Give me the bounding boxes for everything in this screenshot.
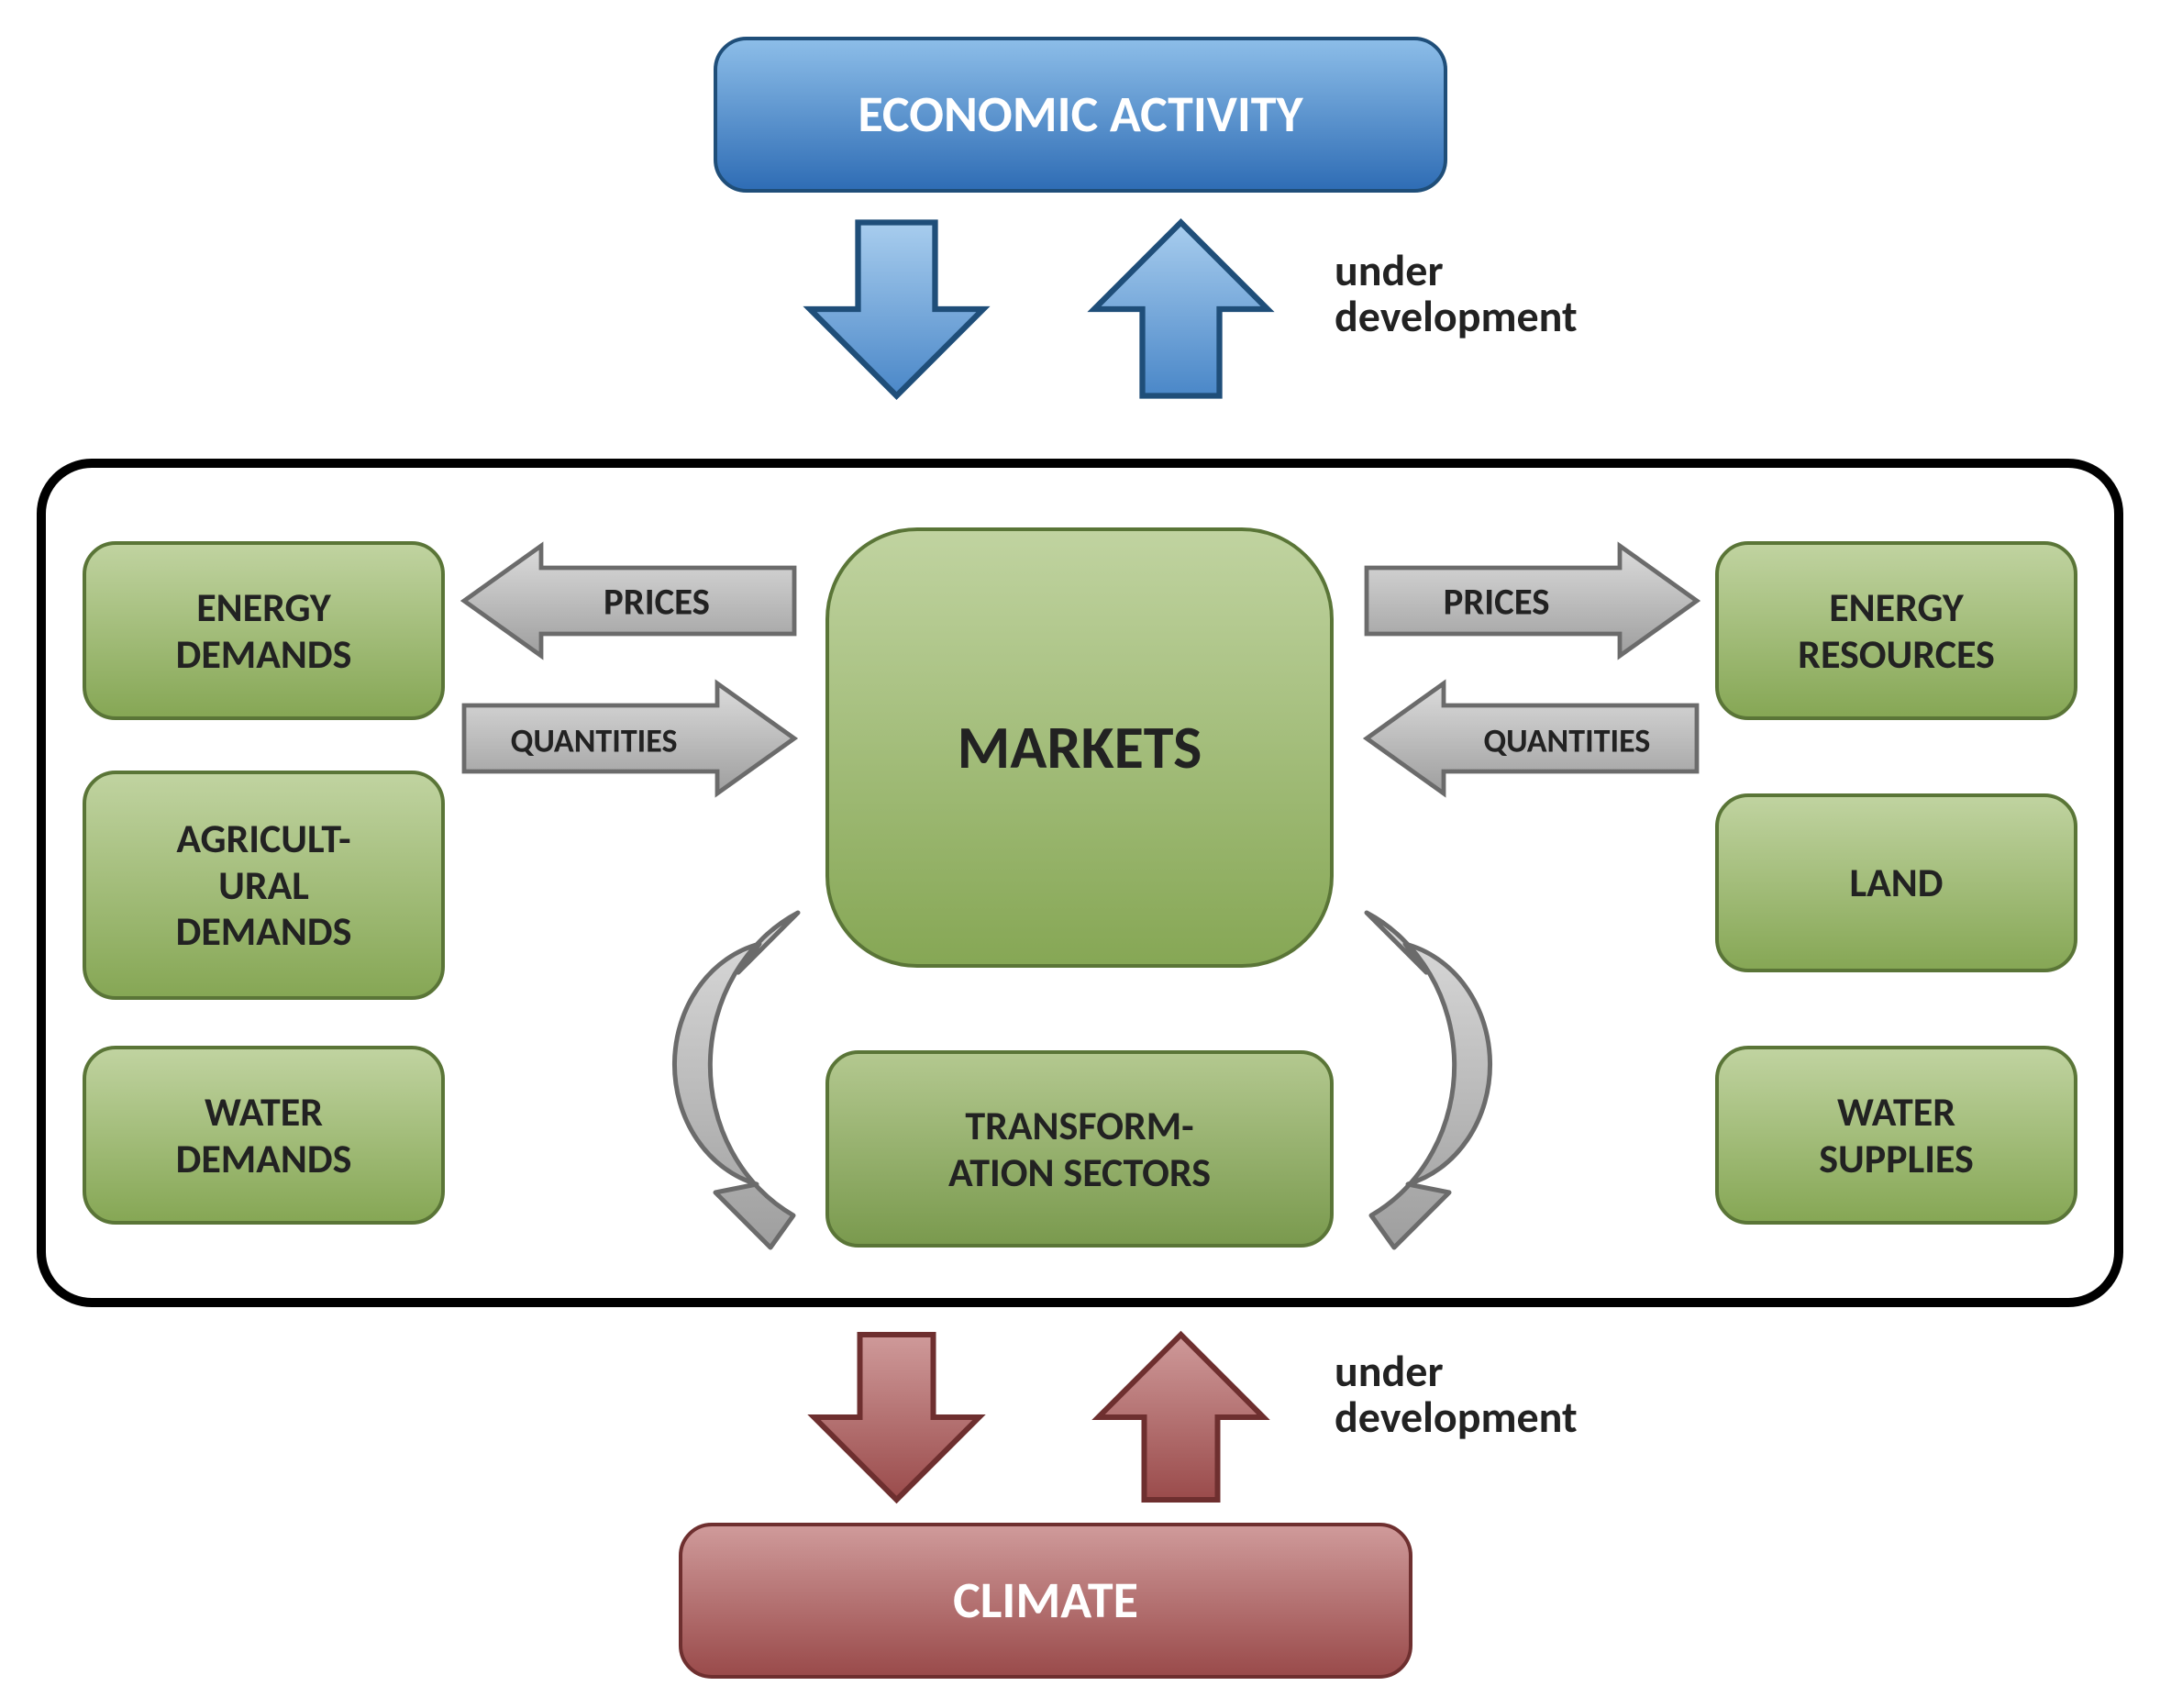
grey-arrow-right-quantities-left: QUANTITIES: [464, 683, 794, 793]
node-transformation: TRANSFORM- ATION SECTORS: [825, 1050, 1334, 1248]
blue-arrow-up: [1082, 213, 1279, 405]
arrow-label: PRICES: [1444, 578, 1550, 624]
curved-arrow-left: [559, 885, 835, 1248]
grey-arrow-right-prices: PRICES: [1367, 546, 1697, 656]
node-water-supplies: WATER SUPPLIES: [1715, 1046, 2077, 1225]
node-energy-resources: ENERGY RESOURCES: [1715, 541, 2077, 720]
grey-arrow-left-quantities-right: QUANTITIES: [1367, 683, 1697, 793]
arrow-label: PRICES: [604, 578, 710, 624]
diagram-root: ECONOMIC ACTIVITY CLIMATE MARKETS TRANSF…: [0, 0, 2160, 1708]
node-label: ECONOMIC ACTIVITY: [858, 85, 1302, 144]
node-label: WATER SUPPLIES: [1819, 1089, 1974, 1181]
node-label: CLIMATE: [953, 1571, 1138, 1630]
blue-arrow-down: [798, 213, 995, 405]
node-label: TRANSFORM- ATION SECTORS: [948, 1103, 1211, 1195]
arrow-label: QUANTITIES: [511, 720, 678, 760]
annotation-under-dev-top: under development: [1335, 248, 1578, 340]
curved-arrow-right: [1330, 885, 1605, 1248]
node-land: LAND: [1715, 793, 2077, 972]
node-water-demands: WATER DEMANDS: [83, 1046, 445, 1225]
node-label: LAND: [1850, 860, 1944, 906]
red-arrow-up: [1082, 1325, 1279, 1509]
annotation-under-dev-bot: under development: [1335, 1348, 1578, 1441]
red-arrow-down: [798, 1325, 995, 1509]
node-energy-demands: ENERGY DEMANDS: [83, 541, 445, 720]
node-agricultural-demands: AGRICULT- URAL DEMANDS: [83, 771, 445, 1000]
node-label: WATER DEMANDS: [176, 1089, 352, 1181]
node-economic-activity: ECONOMIC ACTIVITY: [714, 37, 1447, 193]
node-markets: MARKETS: [825, 527, 1334, 968]
node-label: MARKETS: [958, 713, 1202, 782]
arrow-label: QUANTITIES: [1483, 720, 1650, 760]
node-label: ENERGY RESOURCES: [1798, 584, 1995, 677]
node-climate: CLIMATE: [679, 1523, 1412, 1679]
node-label: ENERGY DEMANDS: [176, 584, 352, 677]
grey-arrow-left-prices: PRICES: [464, 546, 794, 656]
node-label: AGRICULT- URAL DEMANDS: [176, 815, 352, 955]
